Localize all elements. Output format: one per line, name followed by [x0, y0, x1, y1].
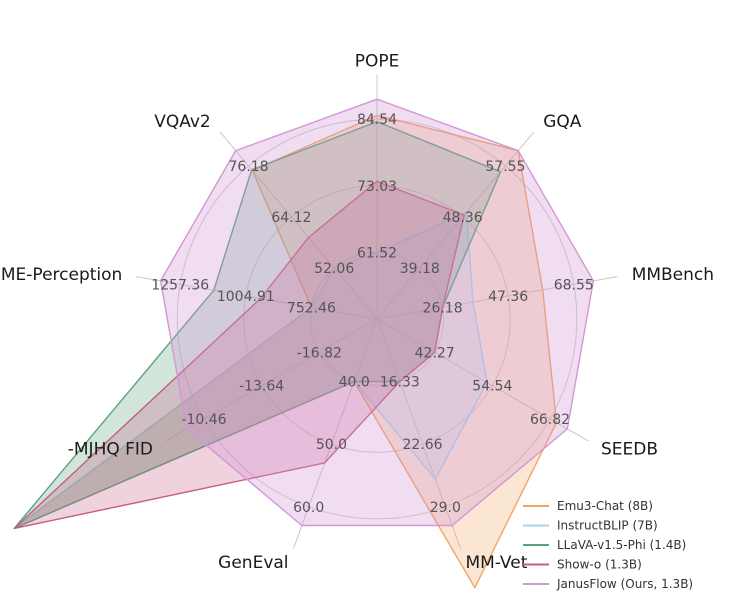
tick-label-pope-2: 61.52 — [357, 245, 397, 261]
legend-label-janusflow-ours-1-3b: JanusFlow (Ours, 1.3B) — [556, 577, 693, 591]
axis-line-seedb — [376, 318, 589, 442]
tick-label-geneval-3: 60.0 — [293, 500, 324, 516]
tick-label-seedb-1: 54.54 — [472, 379, 512, 395]
axis-line-mmbench — [376, 276, 618, 320]
tick-label-gqa-2: 39.18 — [400, 261, 440, 277]
legend-label-instructblip-7b: InstructBLIP (7B) — [557, 519, 658, 533]
tick-label-geneval-1: 50.0 — [316, 437, 347, 453]
tick-label-gqa-1: 48.36 — [443, 210, 483, 226]
axis-label-mm-vet: MM-Vet — [465, 553, 527, 573]
tick-label-mme-perception-2: 752.46 — [287, 300, 336, 316]
tick-label-seedb-3: 66.82 — [530, 412, 570, 428]
axis-label-gqa: GQA — [543, 112, 582, 132]
tick-label-mjhq-fid-3: -10.46 — [181, 412, 226, 428]
axis-label-vqav2: VQAv2 — [154, 112, 211, 132]
axis-label-seedb: SEEDB — [601, 439, 658, 459]
axis-line-vqav2 — [219, 131, 378, 320]
axis-label-pope: POPE — [355, 51, 400, 71]
series-janusflow-ours-1-3b — [159, 98, 595, 527]
tick-label-mjhq-fid-1: -13.64 — [239, 379, 284, 395]
tick-label-pope-1: 73.03 — [357, 179, 397, 195]
tick-label-mme-perception-1: 1004.91 — [217, 289, 275, 305]
tick-label-mm-vet-3: 29.0 — [430, 500, 461, 516]
tick-label-vqav2-3: 76.18 — [229, 159, 269, 175]
tick-label-mmbench-3: 68.55 — [554, 277, 594, 293]
legend-label-emu3-chat-8b: Emu3-Chat (8B) — [557, 499, 653, 513]
tick-label-mjhq-fid-2: -16.82 — [297, 345, 342, 361]
legend-label-show-o-1-3b: Show-o (1.3B) — [557, 558, 642, 572]
axis-line-mme-perception — [136, 276, 378, 320]
legend: Emu3-Chat (8B) InstructBLIP (7B) LLaVA-v1.… — [523, 499, 693, 591]
tick-label-mme-perception-3: 1257.36 — [151, 277, 209, 293]
tick-label-vqav2-1: 64.12 — [271, 210, 311, 226]
tick-label-vqav2-2: 52.06 — [314, 261, 354, 277]
axis-label-geneval: GenEval — [218, 553, 288, 573]
axis-label-mmbench: MMBench — [632, 265, 714, 285]
axis-line-mjhq-fid — [165, 318, 378, 442]
axis-label-mjhq-fid: -MJHQ FID — [68, 439, 153, 459]
axis-line-mm-vet — [376, 318, 461, 549]
series-instructblip-7b — [13, 211, 488, 530]
axis-line-geneval — [293, 318, 378, 549]
tick-label-seedb-2: 42.27 — [415, 345, 455, 361]
series-layer — [13, 98, 595, 589]
tick-label-mm-vet-2: 16.33 — [380, 375, 420, 391]
legend-label-llava-v1-5-phi-1-4b: LLaVA-v1.5-Phi (1.4B) — [557, 538, 686, 552]
tick-label-mmbench-1: 47.36 — [488, 289, 528, 305]
series-show-o-1-3b — [13, 180, 465, 530]
tick-label-mmbench-2: 26.18 — [423, 300, 463, 316]
tick-label-pope-3: 84.54 — [357, 112, 397, 128]
grid — [136, 74, 618, 549]
tick-label-gqa-3: 57.55 — [485, 159, 525, 175]
axis-label-mme-perception: MME-Perception — [0, 265, 122, 285]
tick-label-geneval-2: 40.0 — [339, 375, 370, 391]
axis-labels: POPE GQA MMBench SEEDB MM-Vet GenEval -MJHQ FI… — [0, 51, 714, 573]
series-llava-v1-5-phi-1-4b — [13, 120, 502, 530]
tick-labels: 73.03 61.52 84.54 48.36 39.18 57.55 47.36 26.18… — [151, 112, 594, 516]
tick-label-mm-vet-1: 22.66 — [403, 437, 443, 453]
axis-line-gqa — [376, 131, 535, 320]
